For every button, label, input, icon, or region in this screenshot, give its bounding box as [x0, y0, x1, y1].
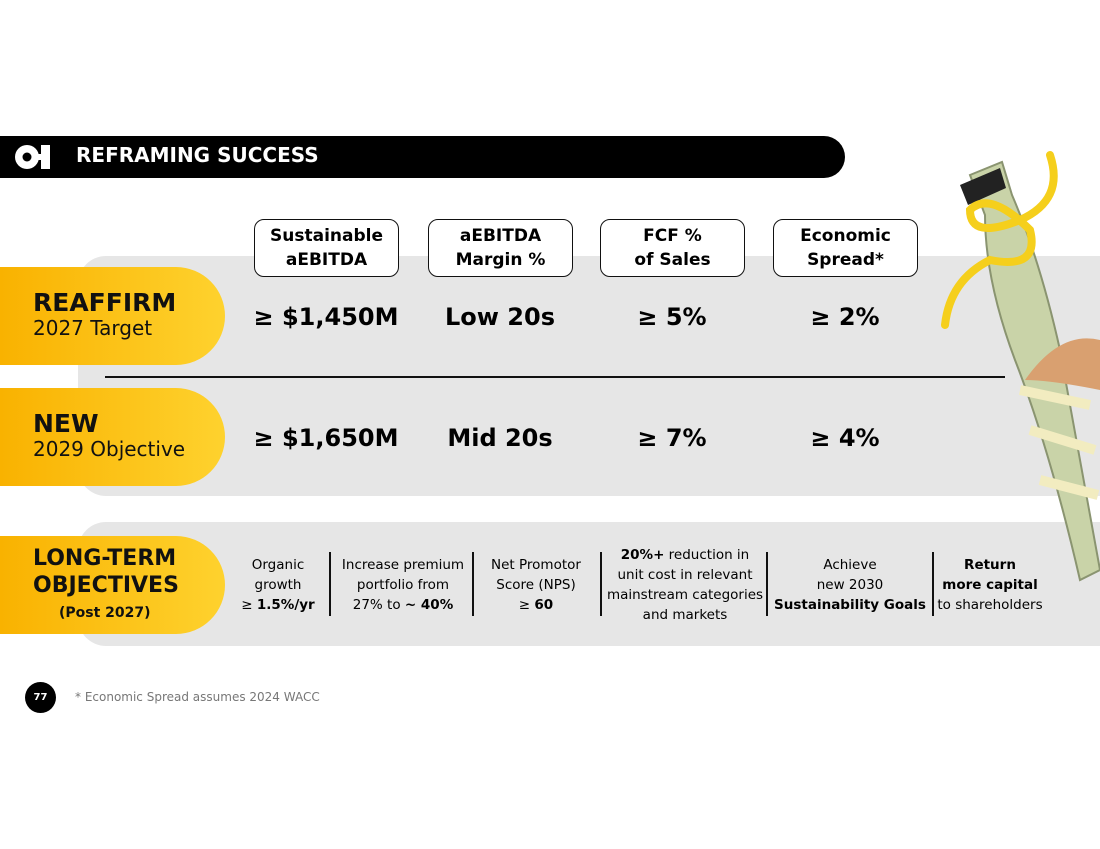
objective-text: Return more capital — [942, 557, 1038, 593]
title: REFRAMING SUCCESS — [76, 143, 319, 167]
metric-value: ≥ 7% — [637, 424, 707, 452]
objective-text: Net Promotor Score (NPS) ≥ — [491, 557, 581, 613]
footnote: * Economic Spread assumes 2024 WACC — [75, 690, 320, 704]
objective-text: Organic growth ≥ — [241, 557, 305, 613]
metric-value: ≥ 5% — [637, 303, 707, 331]
row-tab: NEW 2029 Objective — [0, 388, 225, 486]
row-sublabel: 2029 Objective — [33, 437, 186, 461]
objective-text: to shareholders — [937, 597, 1043, 613]
metric-value: ≥ 2% — [810, 303, 880, 331]
objective: Organic growth ≥ 1.5%/yr — [198, 555, 358, 615]
separator — [329, 552, 331, 616]
objective-text: 60 — [534, 597, 554, 613]
row-label: REAFFIRM — [33, 288, 177, 317]
row-sublabel: 2027 Target — [33, 316, 153, 340]
row-label: LONG-TERM OBJECTIVES — [33, 546, 179, 598]
row-label: NEW — [33, 409, 99, 438]
separator — [932, 552, 934, 616]
separator — [600, 552, 602, 616]
separator — [766, 552, 768, 616]
metric-value: Low 20s — [445, 303, 555, 331]
objective-text: Achieve new 2030 — [816, 557, 884, 593]
objective: Return more capital to shareholders — [910, 555, 1070, 615]
row-tab: LONG-TERM OBJECTIVES (Post 2027) — [0, 536, 225, 634]
metric-value: ≥ $1,650M — [253, 424, 399, 452]
objectives-band — [78, 522, 1100, 646]
row-sublabel: (Post 2027) — [59, 605, 151, 621]
metric-value: Mid 20s — [447, 424, 553, 452]
objective-text: ~ 40% — [404, 597, 454, 613]
objective-text: Increase premium portfolio from 27% to — [341, 557, 465, 613]
objective-text: 20%+ — [620, 547, 665, 563]
title-bar — [0, 136, 845, 178]
column-header: aEBITDA Margin % — [428, 219, 573, 277]
page-number: 77 — [25, 682, 56, 713]
metric-value: ≥ 4% — [810, 424, 880, 452]
objective: Increase premium portfolio from 27% to ~… — [323, 555, 483, 615]
separator — [472, 552, 474, 616]
objective-text: Sustainability Goals — [774, 597, 926, 613]
column-header: FCF % of Sales — [600, 219, 745, 277]
row-divider — [105, 376, 1005, 378]
objective-text: 1.5%/yr — [256, 597, 315, 613]
objective: 20%+ reduction in unit cost in relevant … — [605, 545, 765, 625]
objective-text: reduction in unit cost in relevant mains… — [606, 547, 764, 623]
row-tab: REAFFIRM 2027 Target — [0, 267, 225, 365]
objective: Net Promotor Score (NPS) ≥ 60 — [456, 555, 616, 615]
bottle-image — [941, 151, 1100, 582]
column-header: Sustainable aEBITDA — [254, 219, 399, 277]
metric-value: ≥ $1,450M — [253, 303, 399, 331]
column-header: Economic Spread* — [773, 219, 918, 277]
objective: Achieve new 2030 Sustainability Goals — [770, 555, 930, 615]
logo — [15, 145, 50, 169]
